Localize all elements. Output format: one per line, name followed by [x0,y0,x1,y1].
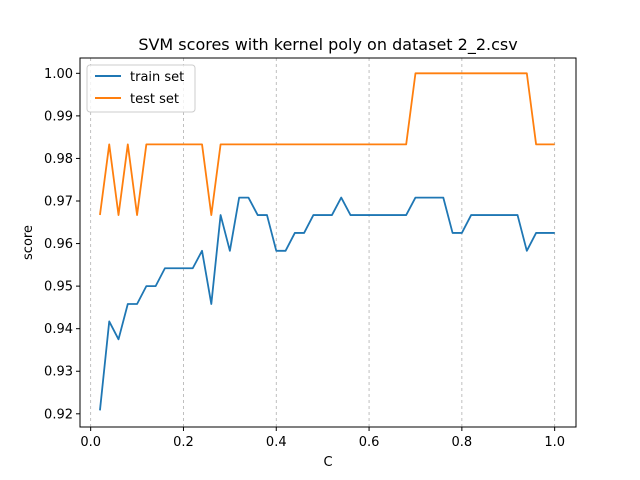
x-tick-label: 1.0 [544,435,565,450]
y-axis-label: score [21,225,36,260]
x-axis: 0.0 0.2 0.4 0.6 0.8 1.0 [80,427,565,450]
y-tick-label: 0.93 [44,365,73,380]
series-line-train-set [99,196,555,411]
x-tick-label: 0.2 [173,435,194,450]
x-tick-label: 0.0 [80,435,101,450]
y-tick-label: 0.98 [44,152,73,167]
y-tick-label: 0.95 [44,280,73,295]
y-axis: 0.92 0.93 0.94 0.95 0.96 0.97 0.98 0.99 1.00 [44,67,80,422]
series-line-test-set [99,72,555,216]
legend-label-train: train set [130,70,184,85]
legend-label-test: test set [130,92,179,107]
x-tick-label: 0.8 [452,435,473,450]
chart-title: SVM scores with kernel poly on dataset 2… [138,35,517,55]
legend: train set test set [86,64,196,113]
y-tick-label: 1.00 [44,67,73,82]
x-axis-label: C [323,455,332,470]
plot-area-frame [79,57,577,428]
y-tick-label: 0.99 [44,109,73,124]
series-lines [99,72,555,411]
x-tick-label: 0.6 [359,435,380,450]
y-tick-label: 0.97 [44,195,73,210]
y-tick-label: 0.94 [44,322,73,337]
x-grid [90,58,556,427]
x-tick-label: 0.4 [266,435,287,450]
y-tick-label: 0.96 [44,237,73,252]
y-tick-label: 0.92 [44,407,73,422]
